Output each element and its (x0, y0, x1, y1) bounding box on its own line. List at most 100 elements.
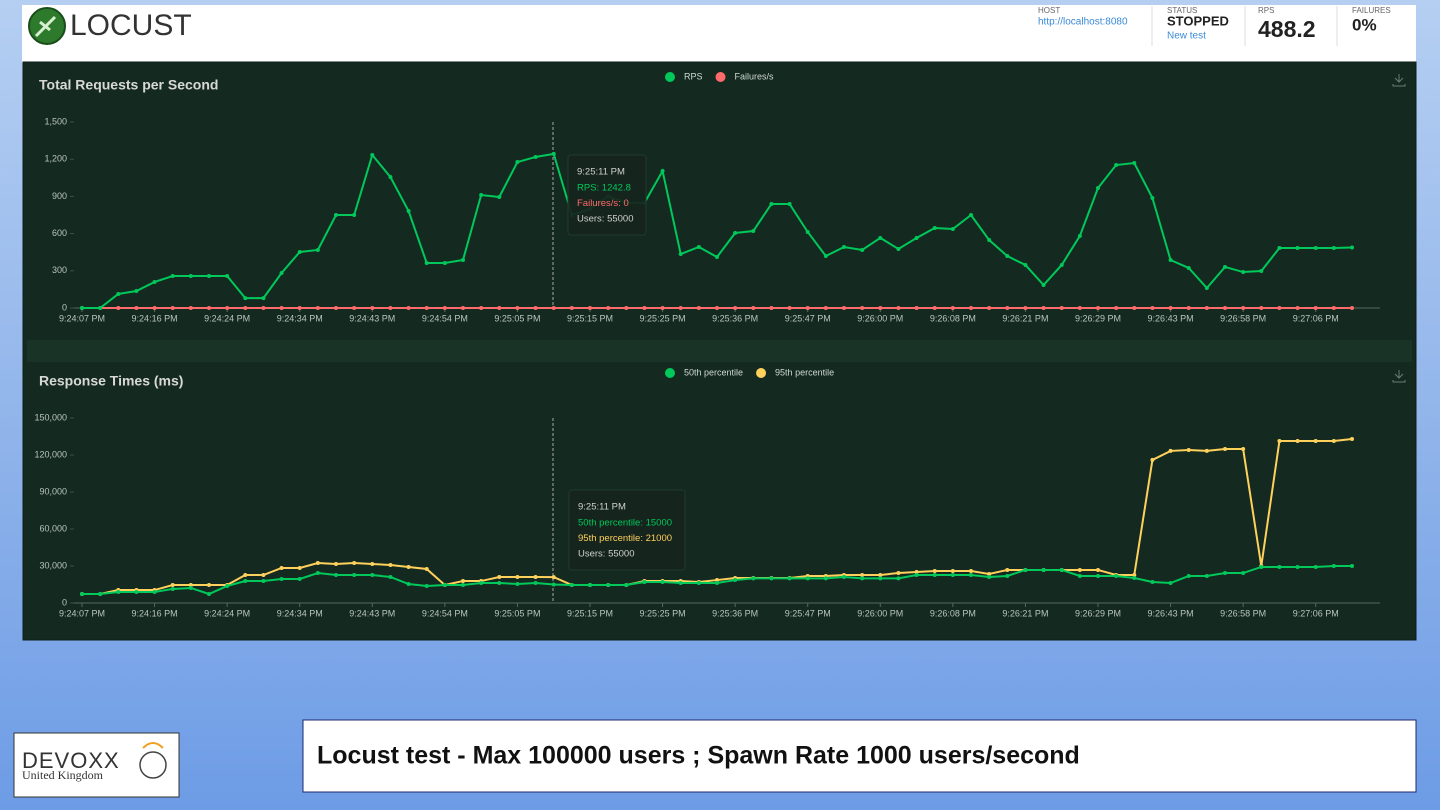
x-tick-label: 9:24:43 PM (349, 313, 395, 323)
data-point (370, 573, 375, 578)
data-point (116, 306, 121, 310)
data-point (188, 585, 193, 590)
data-point (823, 576, 828, 581)
y-tick-label: 1,200 (44, 154, 67, 164)
data-point (334, 213, 338, 217)
data-point (243, 306, 248, 310)
data-point (424, 566, 429, 571)
devoxx-icon (139, 751, 167, 779)
data-point (116, 291, 121, 296)
data-point (678, 252, 683, 257)
data-point (1077, 573, 1082, 578)
data-point (1186, 447, 1191, 452)
data-point (207, 591, 211, 596)
x-tick-label: 9:26:29 PM (1075, 608, 1121, 618)
data-point (315, 571, 320, 576)
data-point (1059, 567, 1064, 572)
data-point (969, 569, 973, 574)
data-point (969, 306, 973, 310)
data-point (1277, 245, 1282, 250)
data-point (406, 306, 411, 310)
data-point (406, 209, 411, 214)
data-point (987, 572, 992, 577)
data-point (442, 260, 447, 265)
data-point (1168, 258, 1173, 263)
data-point (479, 306, 484, 310)
data-point (860, 573, 865, 578)
data-point (533, 154, 538, 159)
data-point (261, 573, 266, 578)
x-tick-label: 9:26:08 PM (930, 608, 976, 618)
data-point (914, 570, 919, 575)
tooltip-time: 9:25:11 PM (577, 167, 625, 178)
data-point (860, 576, 865, 581)
data-point (969, 213, 973, 217)
data-point (1041, 567, 1046, 572)
data-point (225, 583, 230, 588)
x-tick-label: 9:25:15 PM (567, 608, 613, 618)
data-point (370, 562, 375, 567)
data-point (769, 306, 774, 310)
data-point (1241, 270, 1246, 275)
data-point (733, 230, 738, 235)
data-point (388, 574, 393, 579)
data-point (551, 582, 556, 587)
data-point (370, 306, 375, 310)
data-point (751, 576, 756, 581)
y-tick-label: 30,000 (39, 560, 67, 570)
x-tick-label: 9:26:21 PM (1002, 608, 1048, 618)
data-point (515, 160, 520, 165)
data-point (1259, 269, 1264, 274)
y-tick-label: 60,000 (39, 523, 67, 533)
data-point (388, 563, 393, 568)
x-tick-label: 9:24:34 PM (277, 313, 323, 323)
x-tick-label: 9:24:07 PM (59, 313, 105, 323)
devoxx-waves (142, 742, 164, 749)
data-point (932, 306, 937, 310)
data-point (1223, 446, 1227, 451)
x-tick-label: 9:26:43 PM (1148, 608, 1194, 618)
data-point (878, 235, 883, 240)
data-point (152, 279, 157, 284)
data-point (987, 306, 992, 310)
data-point (1132, 306, 1137, 310)
y-tick-label: 120,000 (34, 449, 67, 459)
data-point (243, 579, 248, 584)
data-point (842, 306, 846, 310)
data-point (787, 201, 792, 206)
x-tick-label: 9:25:05 PM (494, 313, 540, 323)
data-point (1132, 161, 1137, 166)
legend-label: 95th percentile (775, 367, 834, 377)
tooltip (568, 489, 686, 571)
data-point (497, 581, 502, 586)
data-point (334, 573, 338, 578)
data-point (515, 582, 520, 587)
data-point (1023, 262, 1028, 267)
x-tick-label: 9:24:43 PM (349, 608, 395, 618)
data-point (424, 260, 429, 265)
data-point (642, 580, 647, 585)
data-point (1313, 245, 1318, 250)
data-point (715, 306, 719, 310)
logo-text: LOCUST (70, 9, 192, 42)
data-point (80, 591, 84, 596)
data-point (715, 581, 719, 586)
data-point (1331, 438, 1336, 443)
data-point (1223, 306, 1227, 310)
x-tick-label: 9:25:36 PM (712, 608, 758, 618)
data-point (98, 591, 103, 596)
new-test-link[interactable]: New test (1167, 31, 1206, 42)
data-point (1023, 567, 1028, 572)
legend-label: Failures/s (735, 71, 775, 81)
data-point (660, 580, 665, 585)
data-point (914, 306, 919, 310)
data-point (188, 582, 193, 587)
data-point (207, 582, 211, 587)
data-point (461, 258, 465, 263)
host-link[interactable]: http://localhost:8080 (1038, 17, 1128, 28)
data-point (660, 168, 665, 173)
data-point (878, 576, 883, 581)
data-point (551, 151, 556, 156)
data-point (1223, 264, 1227, 269)
data-point (479, 581, 484, 586)
